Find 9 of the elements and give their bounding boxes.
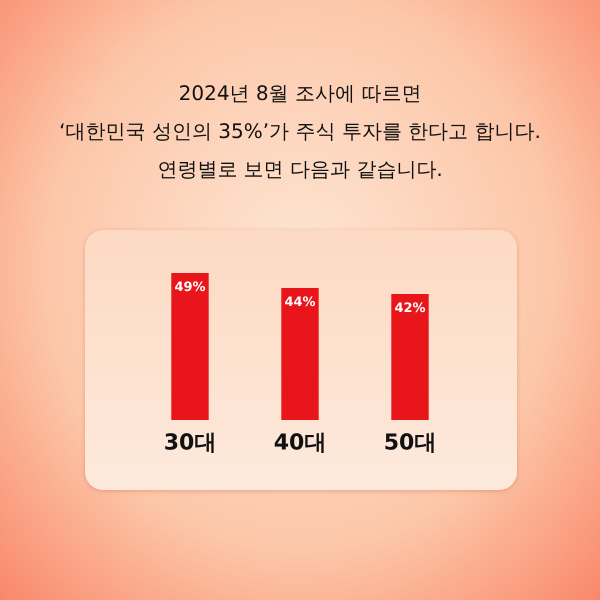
x-tick-label: 50대 [384,430,436,456]
data-label: 49% [174,280,206,295]
text: 2024년 8월 조사에 따르면 [178,81,422,105]
text: ‘대한민국 성인의 35%’가 주식 투자를 한다고 합니다. [59,119,541,143]
x-tick-label: 40대 [274,430,326,456]
x-tick-label: 30대 [164,430,216,456]
text: 연령별로 보면 다음과 같습니다. [157,157,443,181]
data-label: 44% [284,295,316,310]
data-label: 42% [394,301,426,316]
